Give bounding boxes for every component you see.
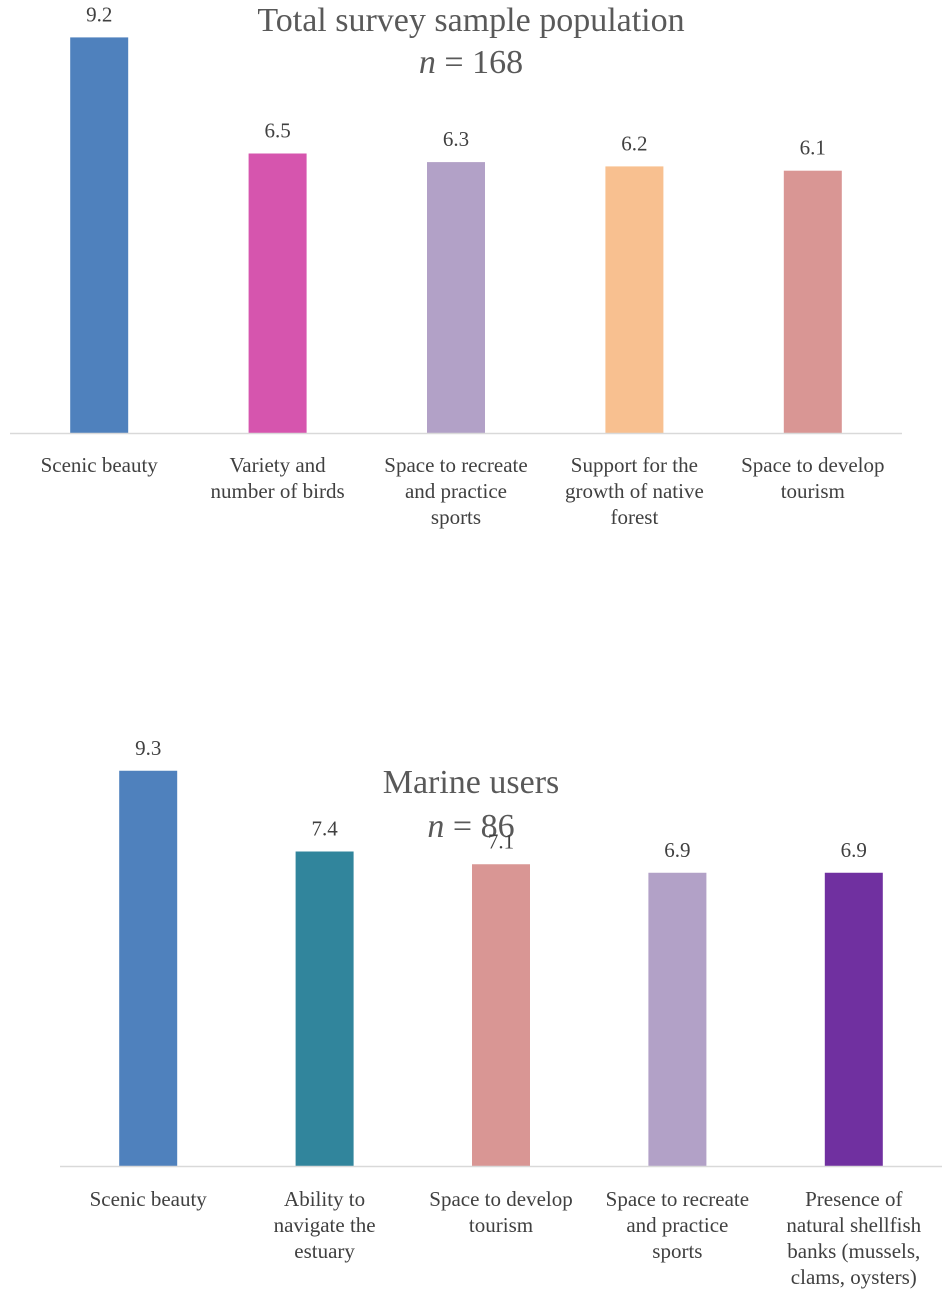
category-label-line: Support for the	[570, 453, 698, 477]
bar-chart-plot: 9.2 6.5 6.3 6.2 6.1	[10, 2, 902, 435]
category-label-line: navigate the	[273, 1213, 376, 1237]
data-label-1: 9.2	[86, 2, 112, 26]
category-label-line: Scenic beauty	[89, 1187, 207, 1211]
chart-subtitle: n = 86	[0, 808, 942, 846]
category-label-line: Space to develop	[741, 453, 885, 477]
category-label-line: Variety and	[229, 453, 326, 477]
category-label-3: Space to recreate and practice sports	[367, 452, 545, 530]
category-label-line: and practice	[404, 479, 507, 503]
data-label-5: 6.9	[841, 838, 867, 862]
chart-total-survey: Total survey sample population n = 168 9…	[0, 0, 942, 560]
category-label-line: tourism	[468, 1213, 534, 1237]
category-label-line: forest	[610, 505, 659, 529]
bar-4	[648, 872, 707, 1166]
chart-title: Marine users	[382, 764, 560, 801]
category-label-line: natural shellfish	[786, 1213, 922, 1237]
category-label-5: Presence of natural shellfish banks (musse…	[766, 1186, 942, 1290]
data-label-3: 7.1	[488, 829, 514, 853]
subtitle-variable: n	[418, 44, 436, 81]
category-label-line: and practice	[626, 1213, 729, 1237]
chart-subtitle: n = 168	[0, 44, 942, 82]
bar-2	[248, 153, 307, 433]
bar-1	[70, 37, 129, 434]
bar-5	[783, 170, 842, 433]
category-label-line: Scenic beauty	[40, 453, 158, 477]
category-label-2: Ability to navigate the estuary	[236, 1186, 412, 1264]
chart-marine-users: Marine users n = 86 9.3 7.4 7.1 6.9 6.9 Scen…	[0, 736, 942, 1294]
category-label-line: Ability to	[284, 1187, 366, 1211]
data-label-4: 6.9	[664, 838, 690, 862]
bar-2	[295, 851, 354, 1166]
data-label-5: 6.1	[800, 136, 826, 160]
data-label-2: 6.5	[264, 119, 290, 143]
data-label-3: 6.3	[443, 127, 469, 151]
category-label-4: Support for the growth of native forest	[545, 452, 723, 530]
bar-chart-plot: 9.3 7.4 7.1 6.9 6.9	[60, 736, 942, 1168]
category-label-1: Scenic beauty	[60, 1186, 236, 1212]
bar-3	[427, 162, 485, 433]
data-label-4: 6.2	[621, 131, 647, 155]
category-label-line: growth of native	[564, 479, 704, 503]
bar-5	[824, 872, 883, 1166]
category-label-line: clams, oysters)	[790, 1265, 917, 1289]
category-label-2: Variety and number of birds	[188, 452, 366, 504]
category-label-3: Space to develop tourism	[413, 1186, 589, 1238]
category-label-line: sports	[652, 1239, 703, 1263]
chart-title: Total survey sample population	[257, 2, 685, 39]
category-label-line: estuary	[294, 1239, 355, 1263]
category-label-line: Presence of	[805, 1187, 903, 1211]
category-label-line: sports	[430, 505, 482, 529]
category-label-line: Space to recreate	[384, 453, 528, 477]
data-label-1: 9.3	[135, 736, 161, 760]
bar-3	[472, 864, 530, 1166]
category-label-line: Space to develop	[429, 1187, 573, 1211]
category-label-line: tourism	[780, 479, 845, 503]
bar-1	[119, 770, 178, 1166]
bar-4	[605, 166, 664, 433]
category-label-5: Space to develop tourism	[724, 452, 902, 504]
subtitle-value: = 86	[444, 808, 515, 845]
subtitle-variable: n	[427, 808, 445, 845]
category-label-line: banks (mussels,	[787, 1239, 921, 1263]
data-label-2: 7.4	[311, 817, 338, 841]
category-label-line: number of birds	[210, 479, 345, 503]
category-label-line: Space to recreate	[605, 1187, 750, 1211]
category-label-1: Scenic beauty	[10, 452, 188, 478]
category-label-4: Space to recreate and practice sports	[589, 1186, 765, 1264]
subtitle-value: = 168	[435, 44, 524, 81]
